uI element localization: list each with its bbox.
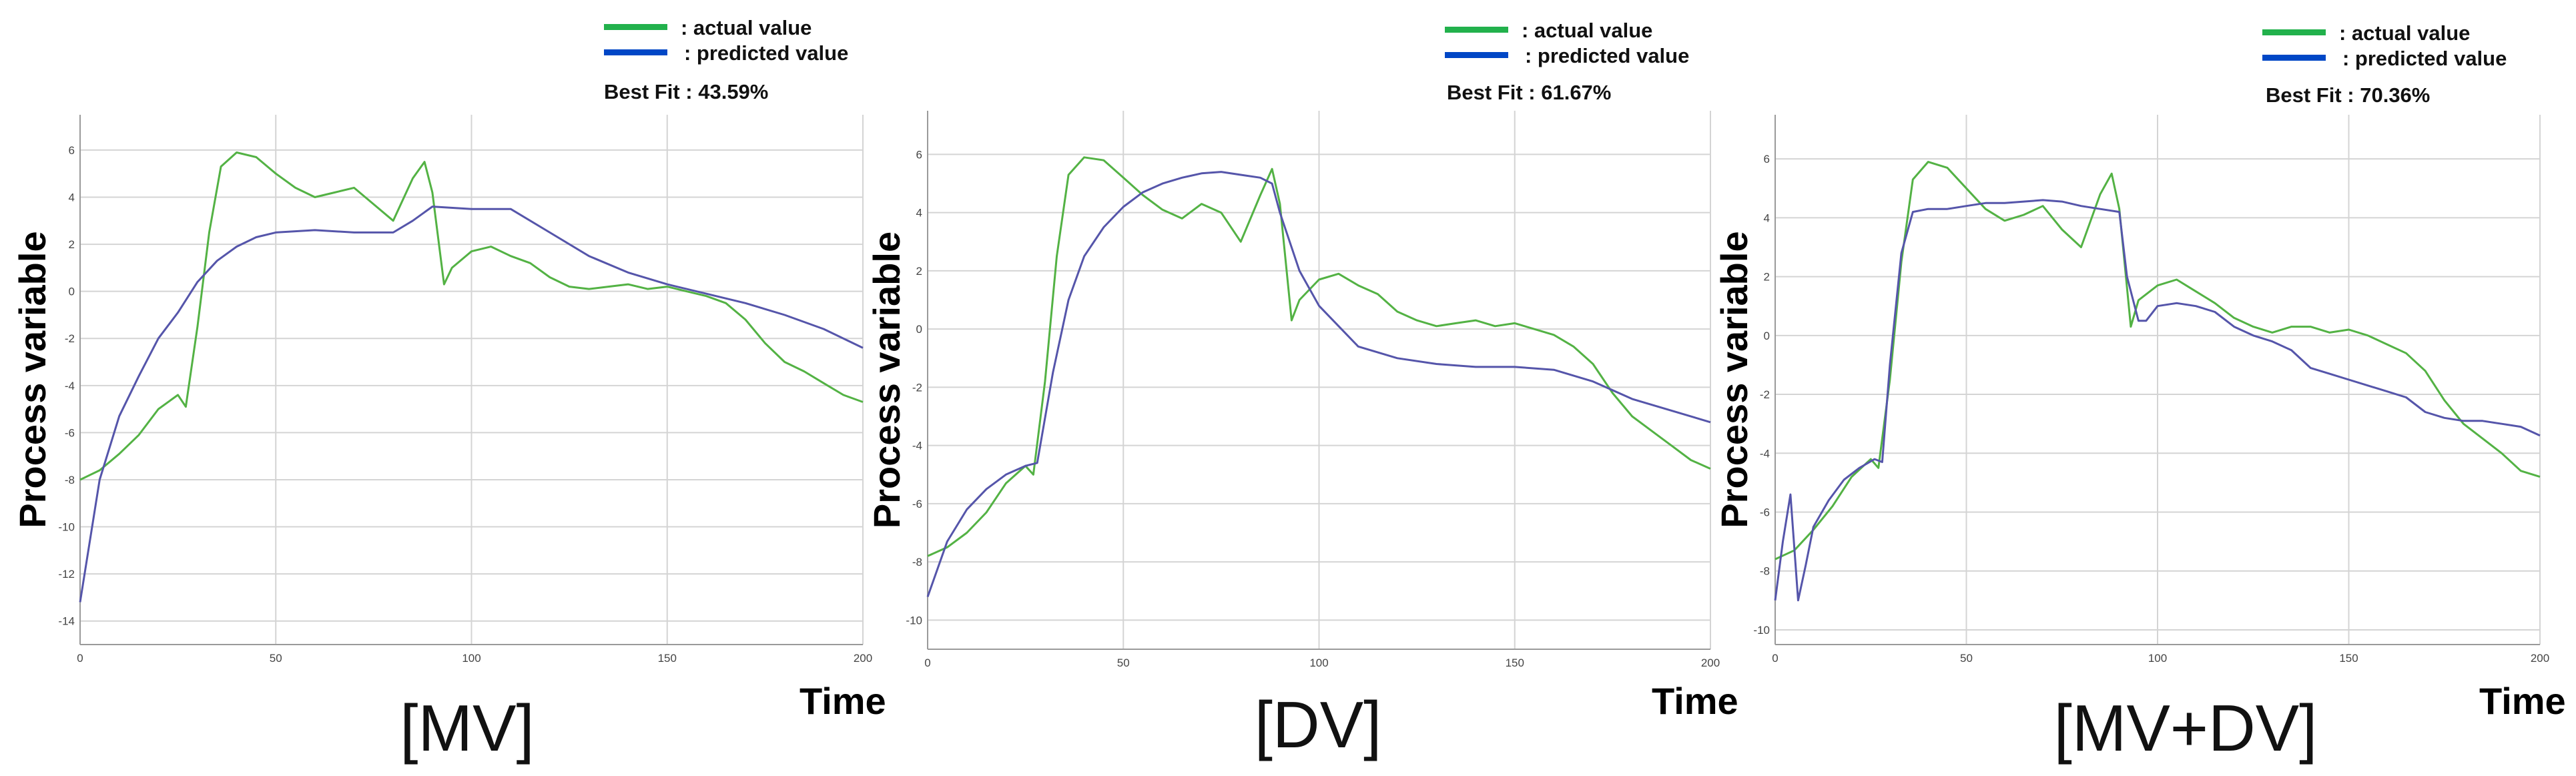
y-tick-label: 0 [916,323,922,336]
y-tick-label: 2 [916,265,922,278]
y-tick-label: -10 [906,614,922,627]
x-axis-label: Time [1652,680,1738,722]
y-tick-label: 6 [1764,153,1770,165]
chart-dv: -10 -8 -6 -4 -2 0 2 4 6 0 50 100 150 200 : actual valu… [866,19,1738,761]
y-tick-label: 2 [1764,271,1770,284]
chart-panel-mv-dv: -10 -8 -6 -4 -2 0 2 4 6 0 50 100 150 200 : actual valu… [1708,0,2576,776]
chart-caption: [MV] [400,691,534,765]
chart-mv: -14 -12 -10 -8 -6 -4 -2 0 2 4 6 0 50 100 150 200 : actua… [11,16,886,765]
y-tick-label: 0 [1764,330,1770,342]
x-axis-label: Time [799,680,886,722]
y-tick-label: -8 [1760,565,1770,578]
x-tick-label: 150 [1506,657,1524,669]
y-tick-label: 4 [69,191,75,204]
legend-predicted-label: : predicted value [2342,47,2507,70]
best-fit-label: Best Fit : 70.36% [2266,83,2430,107]
chart-mv-dv: -10 -8 -6 -4 -2 0 2 4 6 0 50 100 150 200 : actual valu… [1713,21,2566,765]
x-tick-label: 0 [1772,652,1778,665]
y-tick-label: -2 [65,332,75,345]
legend-actual-label: : actual value [681,16,812,39]
predicted-value-line [926,171,1711,597]
predicted-value-line [1774,199,2541,602]
x-tick-label: 0 [924,657,930,669]
legend-actual-swatch [604,24,667,30]
legend-predicted-swatch [604,49,667,55]
y-tick-label: 0 [69,286,75,298]
y-tick-label: -6 [1760,506,1770,519]
y-tick-label: -4 [65,380,75,392]
x-tick-label: 50 [270,652,282,665]
actual-value-line [1775,161,2541,560]
chart-panel-mv: -14 -12 -10 -8 -6 -4 -2 0 2 4 6 0 50 100 150 200 : actua… [0,0,886,776]
x-tick-label: 150 [2339,652,2358,665]
x-tick-label: 150 [658,652,677,665]
x-tick-label: 200 [854,652,872,665]
actual-value-line [79,151,864,481]
legend-actual-label: : actual value [2339,21,2470,45]
legend-actual-swatch [2262,29,2326,35]
legend-predicted-swatch [1445,52,1508,58]
y-tick-label: -2 [912,381,922,394]
y-axis-label: Process variable [1713,231,1755,528]
best-fit-label: Best Fit : 43.59% [604,80,768,103]
actual-value-line [927,156,1711,557]
y-tick-label: -4 [912,440,922,452]
x-tick-label: 100 [2148,652,2167,665]
x-axis-label: Time [2479,680,2566,722]
legend-predicted-swatch [2262,55,2326,61]
legend-predicted-label: : predicted value [1525,44,1689,67]
y-tick-label: 2 [69,238,75,251]
x-tick-label: 50 [1117,657,1130,669]
y-tick-label: -6 [65,426,75,439]
predicted-value-line [79,206,864,603]
legend-actual-label: : actual value [1522,19,1652,42]
x-tick-label: 200 [1701,657,1720,669]
y-tick-label: -8 [65,474,75,486]
y-tick-label: 4 [916,207,922,220]
y-tick-label: 4 [1764,212,1770,224]
y-tick-label: -10 [58,521,75,534]
y-tick-label: -14 [58,615,75,628]
y-axis-label: Process variable [866,232,908,528]
y-tick-label: -10 [1753,624,1770,637]
y-tick-label: -8 [912,556,922,568]
best-fit-label: Best Fit : 61.67% [1447,81,1611,104]
y-tick-label: 6 [916,148,922,161]
y-tick-label: 6 [69,144,75,157]
y-tick-label: -4 [1760,447,1770,460]
y-tick-label: -12 [58,568,75,580]
y-axis-label: Process variable [11,231,53,528]
x-tick-label: 50 [1960,652,1973,665]
legend-actual-swatch [1445,27,1508,33]
chart-panel-dv: -10 -8 -6 -4 -2 0 2 4 6 0 50 100 150 200 : actual valu… [861,0,1738,776]
x-tick-label: 100 [1309,657,1328,669]
chart-caption: [DV] [1255,688,1382,761]
x-tick-label: 0 [77,652,83,665]
chart-caption: [MV+DV] [2054,691,2318,765]
legend-predicted-label: : predicted value [684,41,848,65]
x-tick-label: 200 [2531,652,2549,665]
y-tick-label: -6 [912,498,922,510]
y-tick-label: -2 [1760,388,1770,401]
x-tick-label: 100 [462,652,480,665]
